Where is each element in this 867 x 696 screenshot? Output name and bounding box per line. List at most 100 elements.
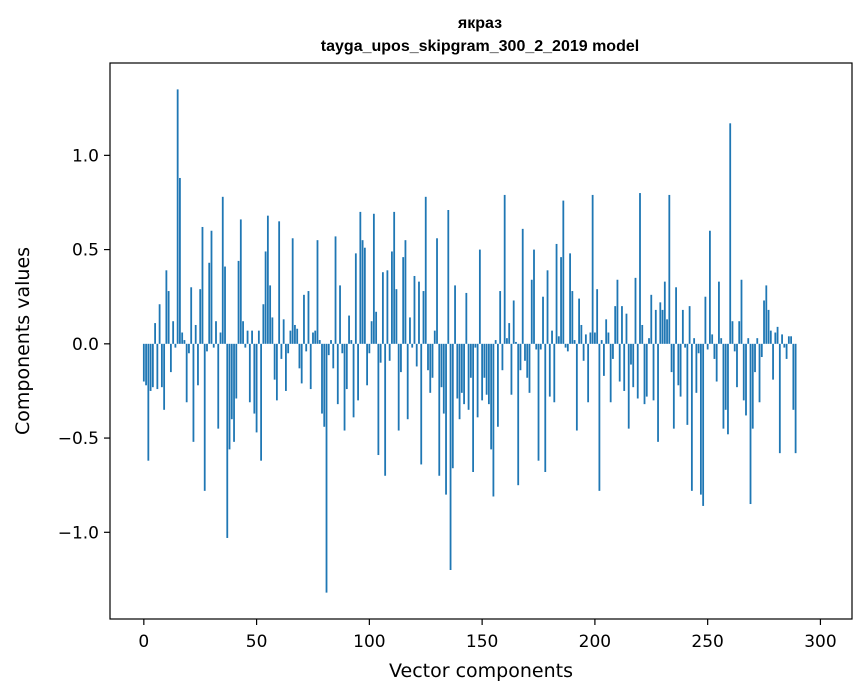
bar-72: [305, 343, 308, 352]
bar-256: [720, 338, 723, 344]
bar-147: [474, 343, 477, 348]
bar-244: [693, 338, 696, 344]
bar-59: [275, 343, 278, 401]
bar-134: [445, 343, 447, 495]
bar-136: [449, 343, 452, 570]
bar-248: [702, 343, 705, 506]
bar-84: [332, 343, 335, 369]
bar-51: [257, 330, 260, 344]
x-tick-label: 300: [804, 632, 836, 652]
bar-172: [530, 279, 533, 344]
x-tick-label: 0: [138, 632, 149, 652]
bar-148: [476, 343, 479, 418]
bar-1: [145, 343, 147, 386]
bar-58: [273, 343, 276, 380]
bar-83: [330, 340, 332, 344]
bar-68: [296, 328, 299, 344]
bar-209: [614, 306, 617, 344]
bar-169: [524, 343, 526, 361]
bar-125: [424, 196, 427, 344]
bar-22: [192, 343, 195, 442]
bar-212: [621, 306, 623, 344]
x-tick-label: 100: [353, 632, 385, 652]
bar-237: [677, 343, 680, 386]
bar-170: [526, 343, 529, 378]
bar-188: [566, 343, 569, 352]
bar-0: [142, 343, 145, 382]
bar-281: [776, 326, 779, 344]
bar-149: [478, 249, 481, 344]
bar-82: [327, 343, 330, 356]
bar-7: [158, 304, 161, 344]
bar-24: [197, 343, 199, 386]
bar-193: [578, 298, 580, 344]
bar-20: [188, 343, 190, 354]
bar-234: [670, 343, 673, 373]
bar-173: [533, 249, 535, 344]
bar-186: [562, 200, 565, 344]
bar-251: [709, 230, 711, 344]
bar-37: [226, 343, 229, 538]
y-axis-label: Components values: [12, 247, 34, 435]
bar-204: [603, 343, 605, 376]
y-tick-label: 0.5: [72, 241, 99, 261]
bar-146: [472, 343, 474, 472]
bar-107: [384, 343, 387, 476]
bar-108: [386, 270, 389, 344]
bar-11: [167, 291, 170, 344]
bar-171: [528, 343, 531, 393]
bar-181: [551, 330, 553, 344]
bar-44: [242, 321, 244, 344]
bar-124: [422, 291, 425, 344]
bar-288: [792, 343, 795, 410]
bar-278: [769, 330, 772, 344]
bar-271: [754, 343, 756, 373]
bar-69: [298, 343, 301, 369]
bar-98: [363, 247, 366, 344]
bar-12: [169, 343, 172, 373]
bar-208: [612, 343, 614, 359]
bar-101: [370, 321, 373, 344]
bar-30: [210, 230, 213, 344]
bar-247: [699, 343, 702, 495]
bar-95: [357, 343, 359, 401]
bar-159: [501, 343, 504, 371]
bar-27: [203, 343, 206, 491]
bar-90: [345, 343, 348, 390]
bar-231: [663, 281, 666, 344]
bar-74: [309, 343, 312, 390]
bar-10: [165, 270, 168, 344]
bar-65: [289, 330, 292, 344]
bar-6: [156, 343, 159, 390]
bar-279: [772, 343, 774, 380]
bar-221: [641, 324, 644, 344]
bar-128: [431, 343, 434, 378]
bar-71: [303, 294, 305, 344]
bar-151: [483, 343, 486, 378]
bar-114: [400, 343, 402, 373]
bar-246: [697, 343, 700, 354]
bar-102: [372, 213, 375, 344]
bar-143: [465, 292, 468, 344]
bar-180: [548, 343, 551, 397]
bar-80: [323, 343, 326, 427]
bar-105: [379, 343, 382, 363]
bar-285: [785, 343, 788, 359]
bar-228: [657, 343, 659, 442]
plot-frame: [109, 62, 853, 620]
bar-138: [454, 285, 456, 344]
bar-52: [260, 343, 262, 461]
bar-203: [600, 340, 603, 344]
bar-5: [154, 323, 156, 344]
bar-130: [436, 238, 438, 344]
bar-238: [679, 343, 682, 397]
bar-141: [460, 343, 463, 393]
bar-217: [632, 343, 635, 388]
bar-41: [235, 343, 238, 399]
bar-104: [377, 343, 380, 456]
bar-42: [237, 260, 240, 344]
bar-183: [555, 243, 558, 344]
bar-284: [783, 343, 786, 348]
bar-8: [160, 343, 163, 388]
bar-135: [447, 210, 450, 344]
